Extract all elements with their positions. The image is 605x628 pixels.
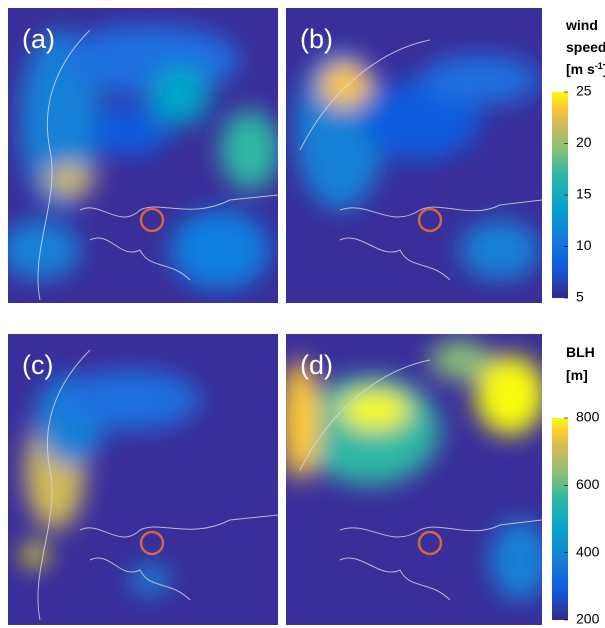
- panel-label: (c): [22, 350, 53, 380]
- panel-label: (b): [300, 24, 333, 54]
- colorbar-tick-label: 20: [576, 134, 592, 150]
- colorbar-tick-label: 200: [576, 611, 600, 627]
- panel-d: [286, 334, 542, 625]
- panel-a: [8, 8, 278, 303]
- colorbar-title: speed: [566, 39, 605, 55]
- colorbar-title: BLH: [566, 344, 595, 360]
- unit-exponent: -1: [595, 61, 603, 71]
- colorbar-tick-label: 25: [576, 83, 592, 99]
- colorbar-tick-label: 600: [576, 476, 600, 492]
- panel-label: (d): [300, 350, 333, 380]
- colorbar-tick-label: 800: [576, 409, 600, 425]
- colorbar-tick-label: 15: [576, 186, 592, 202]
- colorbar-unit: [m s-1]: [566, 61, 605, 77]
- panel-label: (a): [22, 24, 55, 54]
- colorbar-tick-label: 5: [576, 289, 584, 305]
- colorbar: [552, 418, 568, 620]
- panel-b: [286, 8, 542, 303]
- panel-c: [8, 334, 278, 625]
- colorbar-tick-label: 10: [576, 237, 592, 253]
- unit-part: [m s: [566, 61, 595, 77]
- colorbar-title: wind: [565, 17, 598, 33]
- colorbar-tick-label: 400: [576, 543, 600, 559]
- unit-part: ]: [603, 61, 605, 77]
- colorbar-title: [m]: [566, 367, 588, 383]
